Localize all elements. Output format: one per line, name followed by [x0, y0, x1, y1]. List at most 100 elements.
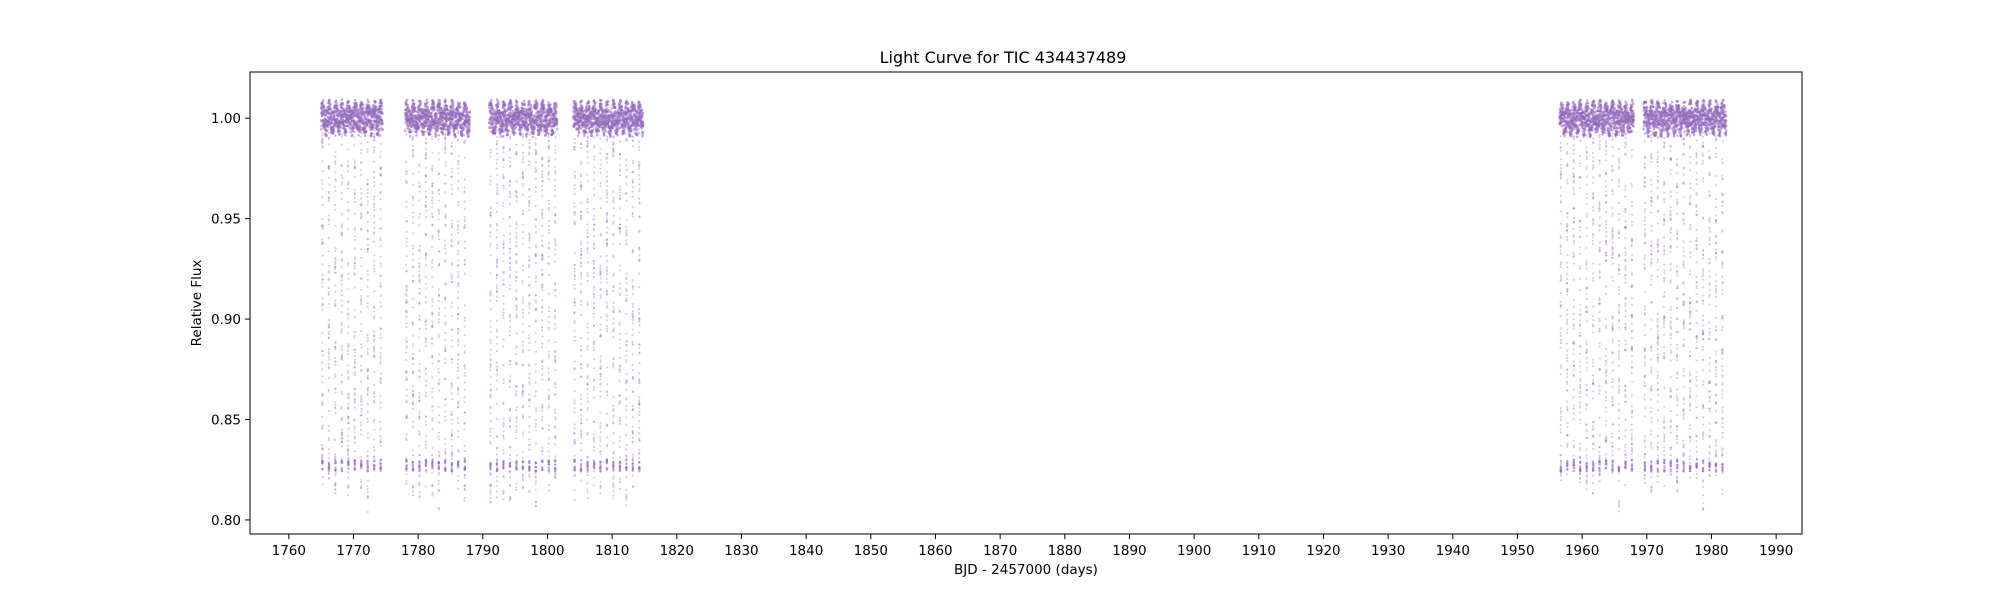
- flux-point: [327, 355, 330, 359]
- flux-point: [457, 392, 460, 395]
- flux-point: [463, 240, 466, 243]
- flux-point: [551, 110, 554, 113]
- flux-point: [457, 313, 460, 316]
- flux-point: [405, 132, 408, 136]
- flux-point: [437, 300, 440, 303]
- flux-point: [360, 433, 363, 436]
- flux-point: [450, 167, 453, 170]
- flux-point: [508, 385, 512, 388]
- chart-title: Light Curve for TIC 434437489: [880, 48, 1127, 67]
- flux-point: [431, 190, 434, 193]
- flux-point: [366, 124, 369, 127]
- flux-point: [424, 394, 428, 397]
- flux-point: [327, 377, 330, 380]
- flux-point: [321, 448, 324, 451]
- flux-point: [431, 484, 434, 487]
- flux-point: [405, 340, 408, 343]
- flux-point: [534, 177, 537, 180]
- flux-point: [431, 428, 434, 431]
- flux-point: [444, 132, 447, 136]
- flux-point: [405, 169, 408, 172]
- flux-point: [463, 374, 466, 377]
- flux-point: [496, 365, 499, 368]
- flux-point: [332, 130, 336, 133]
- flux-point: [547, 203, 551, 206]
- flux-point: [554, 341, 557, 344]
- flux-point: [437, 431, 440, 434]
- flux-point: [366, 490, 369, 493]
- flux-point: [360, 368, 363, 372]
- flux-point: [554, 443, 557, 446]
- flux-point: [366, 269, 369, 272]
- flux-point: [528, 337, 531, 340]
- flux-point: [461, 133, 464, 137]
- flux-point: [359, 428, 363, 431]
- flux-point: [463, 178, 466, 181]
- flux-point: [360, 288, 363, 291]
- flux-point: [457, 155, 460, 158]
- flux-point: [405, 344, 408, 347]
- flux-point: [515, 223, 518, 226]
- flux-point: [554, 115, 557, 118]
- flux-point: [405, 179, 408, 182]
- flux-point: [432, 102, 436, 106]
- flux-point: [360, 459, 363, 462]
- flux-point: [413, 106, 417, 109]
- flux-point: [405, 459, 408, 462]
- flux-point: [353, 463, 356, 466]
- flux-point: [437, 353, 440, 356]
- flux-point: [321, 203, 324, 206]
- flux-point: [431, 494, 434, 497]
- flux-point: [463, 304, 466, 307]
- flux-point: [353, 336, 356, 340]
- flux-point: [457, 479, 460, 482]
- flux-point: [431, 185, 434, 188]
- flux-point: [508, 483, 512, 486]
- flux-point: [411, 449, 414, 452]
- flux-point: [366, 479, 369, 482]
- flux-point: [360, 217, 363, 220]
- flux-point: [424, 344, 427, 348]
- flux-point: [327, 176, 330, 179]
- flux-point: [405, 394, 408, 397]
- flux-point: [379, 218, 382, 221]
- flux-point: [372, 345, 376, 349]
- flux-point: [437, 321, 440, 324]
- flux-point: [334, 406, 337, 409]
- flux-point: [379, 124, 382, 128]
- flux-point: [360, 297, 363, 300]
- flux-point: [450, 328, 453, 331]
- flux-point: [424, 446, 427, 449]
- flux-point: [461, 117, 465, 120]
- flux-point: [444, 459, 447, 463]
- flux-point: [450, 457, 453, 460]
- flux-point: [444, 306, 447, 309]
- flux-point: [438, 102, 442, 105]
- flux-point: [328, 214, 331, 217]
- flux-point: [554, 436, 557, 439]
- flux-point: [502, 364, 505, 367]
- flux-point: [334, 208, 337, 211]
- flux-point: [457, 250, 460, 253]
- flux-point: [534, 137, 537, 140]
- flux-point: [425, 98, 429, 102]
- flux-point: [450, 120, 453, 123]
- flux-point: [431, 183, 434, 186]
- flux-point: [489, 225, 492, 228]
- flux-point: [411, 232, 414, 235]
- flux-point: [431, 387, 434, 390]
- flux-point: [502, 201, 505, 204]
- flux-point: [321, 160, 324, 163]
- flux-point: [450, 413, 453, 416]
- flux-point: [353, 136, 356, 139]
- flux-point: [554, 411, 557, 415]
- flux-point: [412, 454, 415, 457]
- flux-point: [535, 442, 538, 445]
- flux-point: [492, 122, 495, 126]
- flux-point: [431, 275, 434, 278]
- flux-point: [534, 299, 537, 302]
- flux-point: [359, 300, 363, 303]
- flux-point: [547, 483, 551, 486]
- flux-point: [521, 280, 524, 283]
- flux-point: [334, 185, 337, 188]
